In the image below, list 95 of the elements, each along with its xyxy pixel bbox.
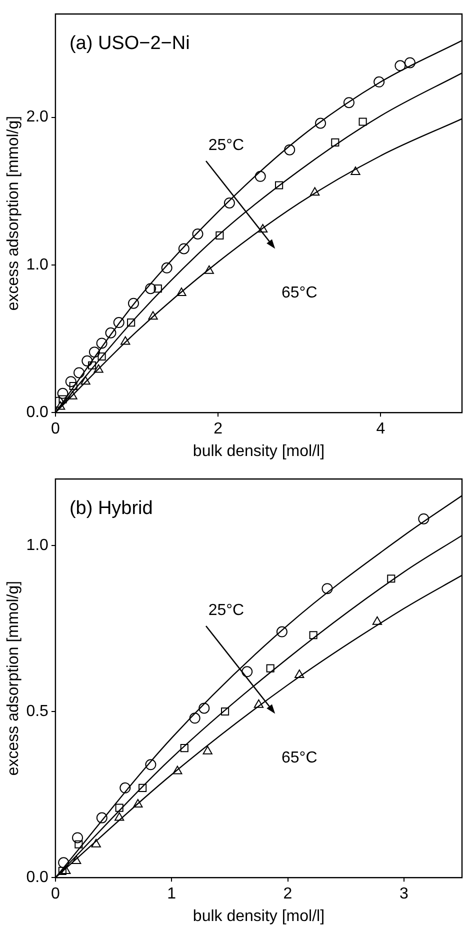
- point: [145, 759, 156, 770]
- y-tick-label: 0.0: [26, 404, 49, 422]
- point: [114, 812, 124, 821]
- point: [80, 376, 90, 385]
- point: [127, 318, 136, 327]
- point: [55, 401, 66, 410]
- x-tick-label: 3: [399, 886, 408, 903]
- point: [161, 262, 172, 274]
- point: [176, 288, 186, 296]
- point: [72, 855, 82, 864]
- point: [57, 388, 68, 399]
- point: [372, 616, 382, 625]
- point: [96, 812, 108, 824]
- point: [374, 76, 385, 88]
- point: [69, 382, 78, 390]
- point: [58, 866, 66, 875]
- point: [138, 784, 147, 792]
- point: [387, 574, 396, 583]
- point: [88, 346, 100, 358]
- point: [74, 840, 83, 848]
- point: [204, 265, 214, 274]
- point: [276, 626, 288, 638]
- x-axis-title: bulk density [mol/l]: [192, 908, 325, 925]
- point: [192, 228, 204, 240]
- point: [88, 361, 96, 370]
- point: [120, 336, 130, 345]
- point: [145, 283, 156, 294]
- point: [133, 799, 143, 808]
- point: [315, 118, 326, 129]
- y-tick-label: 1.0: [26, 256, 49, 274]
- point: [68, 390, 78, 400]
- point: [294, 669, 304, 678]
- point: [216, 231, 224, 240]
- y-tick-label: 1.0: [26, 536, 49, 554]
- point: [418, 513, 430, 524]
- point: [322, 583, 333, 594]
- point: [189, 712, 200, 724]
- point: [120, 782, 131, 794]
- x-tick-label: 2: [214, 420, 223, 438]
- text: (a) USO−2−Ni: [69, 33, 190, 54]
- annotation: 25°C: [208, 602, 244, 619]
- point: [242, 666, 253, 678]
- point: [98, 352, 106, 361]
- point: [148, 311, 158, 320]
- point: [82, 355, 93, 366]
- annotation: 65°C: [282, 284, 318, 302]
- point: [96, 338, 108, 349]
- point: [350, 166, 360, 175]
- point: [343, 97, 354, 108]
- point: [358, 118, 367, 126]
- point: [58, 857, 70, 868]
- y-tick-label: 0.5: [26, 702, 49, 720]
- point: [224, 197, 235, 208]
- point: [221, 707, 230, 716]
- point: [72, 832, 84, 844]
- point: [180, 744, 188, 752]
- point: [254, 170, 266, 182]
- x-axis-title: bulk density [mol/l]: [192, 442, 325, 460]
- point: [115, 804, 124, 812]
- point: [202, 746, 212, 754]
- point: [65, 376, 76, 388]
- point: [58, 395, 67, 404]
- point: [254, 699, 264, 708]
- annotation: 65°C: [282, 749, 318, 766]
- text: (b) Hybrid: [69, 498, 153, 520]
- point: [310, 187, 320, 196]
- point: [198, 702, 210, 714]
- point: [275, 181, 284, 190]
- point: [105, 327, 116, 338]
- point: [178, 243, 190, 254]
- point: [172, 766, 182, 774]
- point: [128, 298, 139, 309]
- point: [266, 664, 274, 672]
- annotation: 25°C: [208, 136, 244, 154]
- x-tick-label: 1: [167, 886, 176, 903]
- y-tick-label: 0.0: [26, 869, 49, 886]
- x-tick-label: 0: [50, 886, 60, 903]
- point: [74, 367, 85, 378]
- x-tick-label: 2: [283, 886, 292, 903]
- x-tick-label: 0: [50, 420, 60, 438]
- y-axis-title: excess adsorption [mmol/g]: [5, 116, 22, 311]
- point: [331, 138, 340, 146]
- point: [309, 631, 318, 640]
- point: [404, 57, 416, 68]
- point: [91, 838, 101, 848]
- point: [284, 144, 296, 156]
- x-tick-label: 4: [376, 420, 386, 438]
- point: [258, 224, 268, 233]
- y-axis-title: excess adsorption [mmol/g]: [5, 580, 22, 776]
- point: [113, 317, 124, 328]
- point: [61, 865, 71, 874]
- y-tick-label: 2.0: [26, 108, 49, 126]
- point: [94, 364, 104, 373]
- point: [154, 284, 162, 293]
- point: [394, 60, 406, 72]
